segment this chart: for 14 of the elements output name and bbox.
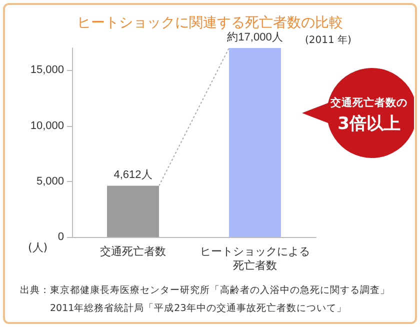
- x-tick-label: 交通死亡者数: [100, 245, 166, 258]
- data-label: 4,612人: [114, 169, 152, 182]
- source-note: 出典：東京都健康長寿医療センター研究所「高齢者の入浴中の急死に関する調査」: [20, 284, 390, 297]
- y-tick-label: 5,000: [36, 175, 64, 188]
- chart-title: ヒートショックに関連する死亡者数の比較: [77, 14, 343, 30]
- text: (2011 年): [305, 34, 352, 47]
- data-label: 約17,000人: [227, 32, 283, 44]
- y-tick-label: 0: [58, 231, 64, 243]
- text: (人): [28, 240, 48, 255]
- y-tick-label: 15,000: [30, 64, 64, 76]
- text: 2011年総務省統計局「平成23年中の交通事故死亡者数について」: [50, 302, 346, 315]
- speech-bubble: 交通死亡者数の 3倍以上: [302, 68, 414, 158]
- y-tick-label: 10,000: [30, 120, 64, 132]
- x-tick-label: ヒートショックによる死亡者数: [200, 246, 310, 272]
